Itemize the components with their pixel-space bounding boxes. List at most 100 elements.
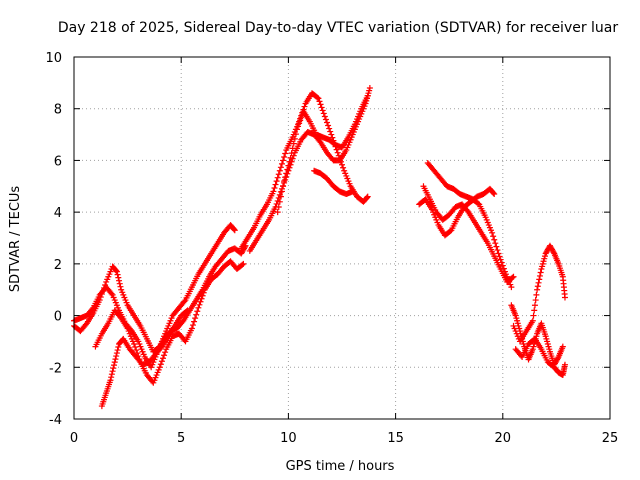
data-point: [274, 209, 281, 216]
data-point: [561, 361, 568, 368]
data-point: [529, 317, 536, 324]
data-point: [285, 162, 292, 169]
data-point: [277, 164, 284, 171]
data-point: [280, 157, 287, 164]
data-point: [286, 158, 293, 165]
data-point: [199, 292, 206, 299]
data-point: [561, 294, 568, 301]
x-tick-label: 10: [280, 431, 297, 446]
data-point: [320, 110, 327, 117]
data-point: [89, 306, 96, 313]
data-point: [277, 193, 284, 200]
data-point: [489, 229, 496, 236]
data-point: [287, 154, 294, 161]
data-point: [162, 349, 169, 356]
data-point: [273, 200, 280, 207]
x-tick-label: 0: [70, 431, 78, 446]
data-point: [157, 361, 164, 368]
data-point: [108, 371, 115, 378]
data-point: [284, 166, 291, 173]
data-point: [270, 188, 277, 195]
data-point: [334, 149, 341, 156]
data-point: [325, 122, 332, 129]
data-point: [495, 250, 502, 257]
data-point: [281, 178, 288, 185]
data-point: [156, 364, 163, 371]
data-point: [280, 183, 287, 190]
data-marks: [71, 85, 568, 410]
data-point: [537, 269, 544, 276]
data-point: [291, 135, 298, 142]
data-point: [532, 297, 539, 304]
data-point: [322, 116, 329, 123]
data-point: [114, 271, 121, 278]
data-point: [116, 277, 123, 284]
data-point: [181, 298, 188, 305]
data-point: [534, 283, 541, 290]
x-axis-label: GPS time / hours: [286, 459, 395, 474]
data-point: [319, 107, 326, 114]
data-point: [188, 325, 195, 332]
data-point: [464, 207, 471, 214]
data-point: [231, 226, 238, 233]
data-point: [195, 304, 202, 311]
series-track-h: [311, 167, 356, 198]
data-point: [349, 188, 356, 195]
data-point: [289, 145, 296, 152]
series-track-n: [512, 335, 568, 379]
data-point: [494, 247, 501, 254]
x-tick-label: 25: [602, 431, 619, 446]
data-point: [550, 249, 557, 256]
data-point: [161, 352, 168, 359]
data-point: [317, 101, 324, 108]
data-point: [82, 321, 89, 328]
data-point: [536, 276, 543, 283]
data-point: [278, 160, 285, 167]
data-point: [113, 268, 120, 275]
data-point: [323, 119, 330, 126]
data-point: [315, 95, 322, 102]
data-point: [510, 273, 517, 280]
data-point: [475, 200, 482, 207]
data-point: [492, 240, 499, 247]
data-point: [296, 120, 303, 127]
data-point: [364, 194, 371, 201]
data-point: [192, 315, 199, 322]
data-point: [293, 126, 300, 133]
data-point: [283, 170, 290, 177]
data-point: [108, 374, 115, 381]
y-axis-label: SDTVAR / TECUs: [8, 186, 23, 293]
data-point: [113, 353, 120, 360]
data-point: [316, 138, 323, 145]
data-point: [321, 113, 328, 120]
data-point: [113, 267, 120, 274]
data-point: [271, 185, 278, 192]
data-point: [499, 262, 506, 269]
data-point: [115, 274, 122, 281]
data-point: [301, 103, 308, 110]
series-track-j: [416, 185, 498, 239]
plot-frame: [73, 56, 611, 420]
y-tick-label: -4: [49, 413, 62, 428]
data-point: [132, 344, 139, 351]
data-point: [497, 256, 504, 263]
data-point: [157, 344, 164, 351]
data-point: [559, 343, 566, 350]
data-point: [297, 117, 304, 124]
data-point: [364, 92, 371, 99]
y-tick-label: 0: [54, 310, 62, 325]
data-point: [116, 280, 123, 287]
data-point: [364, 193, 371, 200]
data-point: [200, 289, 207, 296]
data-point: [288, 150, 295, 157]
series-track-g: [274, 92, 371, 216]
series-track-k: [420, 183, 517, 285]
series-track-e: [238, 90, 371, 252]
data-point: [274, 174, 281, 181]
x-tick-label: 15: [387, 431, 404, 446]
data-point: [318, 104, 325, 111]
data-point: [290, 140, 297, 147]
data-point: [272, 181, 279, 188]
data-point: [109, 368, 116, 375]
